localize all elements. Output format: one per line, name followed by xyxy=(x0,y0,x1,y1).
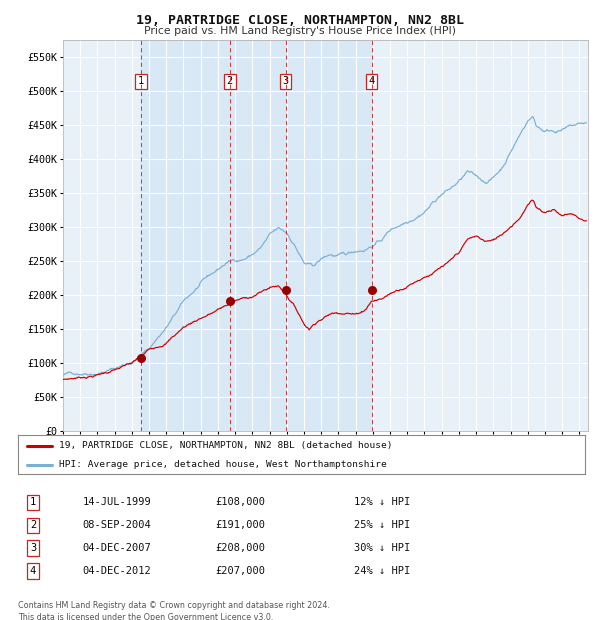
Text: £208,000: £208,000 xyxy=(215,543,265,553)
Text: HPI: Average price, detached house, West Northamptonshire: HPI: Average price, detached house, West… xyxy=(59,460,386,469)
Text: £108,000: £108,000 xyxy=(215,497,265,507)
Text: 19, PARTRIDGE CLOSE, NORTHAMPTON, NN2 8BL (detached house): 19, PARTRIDGE CLOSE, NORTHAMPTON, NN2 8B… xyxy=(59,441,392,450)
Text: Contains HM Land Registry data © Crown copyright and database right 2024.
This d: Contains HM Land Registry data © Crown c… xyxy=(18,601,330,620)
Text: £207,000: £207,000 xyxy=(215,566,265,576)
Text: 19, PARTRIDGE CLOSE, NORTHAMPTON, NN2 8BL: 19, PARTRIDGE CLOSE, NORTHAMPTON, NN2 8B… xyxy=(136,14,464,27)
Text: 04-DEC-2012: 04-DEC-2012 xyxy=(83,566,151,576)
Text: 3: 3 xyxy=(30,543,36,553)
Text: 08-SEP-2004: 08-SEP-2004 xyxy=(83,520,151,530)
Text: 04-DEC-2007: 04-DEC-2007 xyxy=(83,543,151,553)
Text: 12% ↓ HPI: 12% ↓ HPI xyxy=(354,497,410,507)
Text: 25% ↓ HPI: 25% ↓ HPI xyxy=(354,520,410,530)
Text: 14-JUL-1999: 14-JUL-1999 xyxy=(83,497,151,507)
Text: £191,000: £191,000 xyxy=(215,520,265,530)
Text: 2: 2 xyxy=(30,520,36,530)
Text: 4: 4 xyxy=(30,566,36,576)
Text: 30% ↓ HPI: 30% ↓ HPI xyxy=(354,543,410,553)
Text: 1: 1 xyxy=(30,497,36,507)
Text: 4: 4 xyxy=(368,76,375,86)
Text: 24% ↓ HPI: 24% ↓ HPI xyxy=(354,566,410,576)
Text: 1: 1 xyxy=(138,76,144,86)
Bar xyxy=(141,40,371,431)
Text: 2: 2 xyxy=(227,76,233,86)
Text: 3: 3 xyxy=(283,76,289,86)
Text: Price paid vs. HM Land Registry's House Price Index (HPI): Price paid vs. HM Land Registry's House … xyxy=(144,26,456,36)
